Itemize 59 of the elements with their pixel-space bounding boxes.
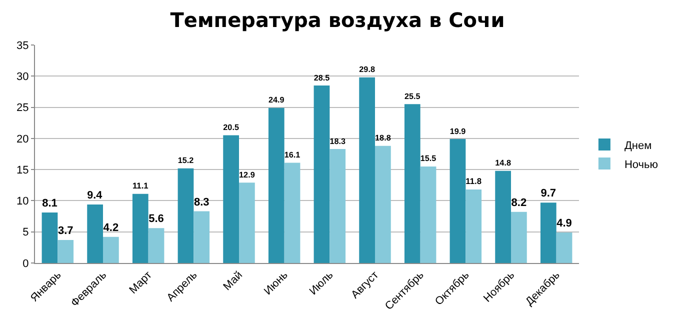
data-label: 18.8 [375, 134, 392, 143]
data-label: 3.7 [58, 224, 74, 237]
bar [223, 135, 239, 263]
y-tick-label: 0 [22, 258, 29, 270]
data-label: 15.5 [420, 154, 437, 164]
data-label: 18.3 [330, 136, 346, 146]
y-tick-label: 25 [16, 102, 29, 114]
bar [330, 149, 346, 263]
legend-label: Днем [624, 140, 652, 152]
bar [239, 182, 255, 263]
data-label: 29.8 [359, 65, 376, 74]
data-label: 4.9 [556, 217, 572, 230]
bar [359, 77, 375, 263]
bar [540, 202, 556, 263]
data-label: 8.1 [42, 198, 58, 210]
bar [87, 204, 103, 263]
bar [495, 170, 511, 263]
bar [511, 212, 527, 263]
legend-label: Ночью [624, 158, 658, 171]
bar [556, 232, 572, 263]
data-label: 9.4 [87, 190, 102, 202]
bar [178, 168, 194, 263]
data-label: 11.8 [466, 176, 482, 186]
data-label: 8.2 [511, 196, 527, 209]
y-tick-label: 5 [22, 226, 29, 239]
bar [450, 139, 466, 263]
bar [314, 85, 330, 263]
data-label: 8.3 [194, 196, 210, 208]
data-label: 15.2 [178, 156, 194, 166]
y-tick-label: 10 [16, 196, 29, 208]
data-label: 14.8 [495, 158, 512, 168]
y-tick-label: 20 [16, 133, 29, 146]
data-label: 28.5 [314, 73, 330, 82]
bar [466, 190, 482, 263]
data-label: 9.7 [540, 188, 556, 200]
data-label: 11.1 [132, 180, 149, 191]
bar [58, 240, 74, 263]
data-label: 4.2 [103, 222, 119, 234]
bar [132, 194, 148, 263]
bar [194, 211, 210, 263]
data-label: 12.9 [239, 170, 256, 180]
y-tick-label: 35 [16, 40, 29, 52]
bar [42, 212, 58, 263]
bar [148, 228, 164, 263]
data-label: 25.5 [404, 92, 421, 101]
bar [103, 236, 119, 263]
data-label: 5.6 [148, 213, 164, 226]
data-label: 24.9 [268, 96, 285, 105]
data-label: 20.5 [223, 123, 240, 132]
bar [420, 166, 436, 263]
bar [284, 162, 300, 263]
y-tick-label: 15 [16, 164, 29, 176]
bar [375, 146, 391, 263]
data-label: 16.1 [284, 150, 301, 160]
bar [404, 104, 420, 263]
chart-title: Температура воздуха в Сочи [170, 8, 505, 32]
bar [268, 108, 284, 263]
y-tick-label: 30 [16, 70, 29, 83]
data-label: 19.9 [450, 126, 466, 136]
